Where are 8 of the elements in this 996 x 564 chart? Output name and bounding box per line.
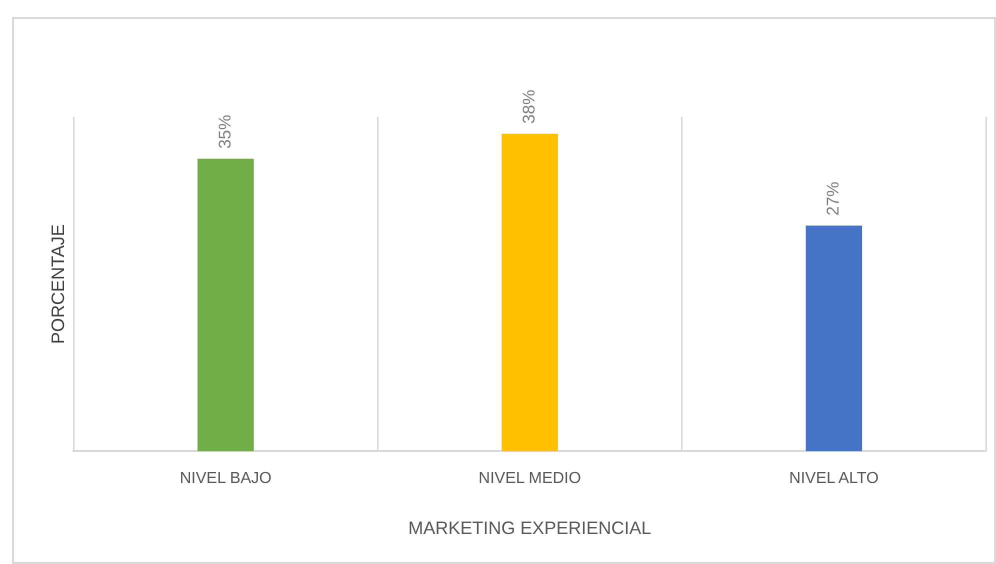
data-label: 27%	[824, 182, 843, 216]
y-axis-title: PORCENTAJE	[48, 224, 68, 344]
x-tick-label: NIVEL MEDIO	[478, 470, 582, 488]
x-tick-label: NIVEL ALTO	[789, 470, 879, 488]
x-tick-label: NIVEL BAJO	[180, 470, 272, 488]
x-axis-title: MARKETING EXPERIENCIAL	[408, 518, 652, 538]
data-label: 38%	[519, 90, 538, 124]
data-label: 35%	[215, 114, 234, 149]
